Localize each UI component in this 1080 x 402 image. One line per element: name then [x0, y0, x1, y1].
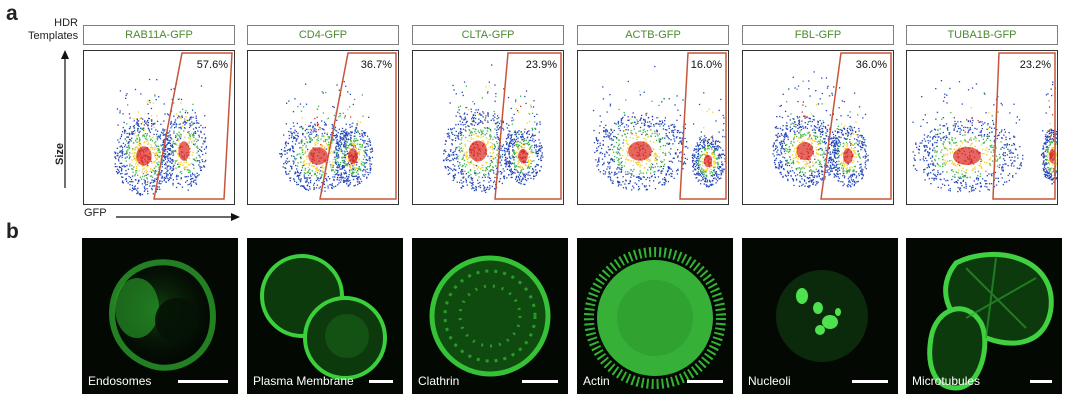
density-core: [136, 146, 152, 166]
scale-bar: [178, 380, 228, 383]
gfp-percent: 16.0%: [690, 59, 722, 71]
template-box-clta: CLTA-GFP: [412, 25, 564, 45]
micrograph-label: Endosomes: [88, 374, 152, 388]
density-plot: [592, 52, 727, 200]
x-axis-arrow: [116, 213, 240, 221]
gfp-gate: [153, 52, 233, 200]
event-dots: [912, 80, 1057, 193]
cell-image: [429, 255, 551, 377]
gfp-gate: [679, 52, 727, 200]
micrograph-nucleoli: Nucleoli: [742, 238, 898, 394]
event-dots: [592, 65, 726, 191]
density-core: [953, 146, 981, 166]
gfp-percent: 23.2%: [1019, 59, 1051, 71]
x-axis-label: GFP: [84, 207, 107, 219]
event-dots: [442, 64, 544, 193]
flow-plot-tuba1b: 23.2%: [906, 50, 1058, 205]
density-core: [468, 140, 488, 162]
y-axis-arrow: [61, 50, 69, 188]
density-plot: [442, 52, 562, 200]
micrograph-actin: Actin: [577, 238, 733, 394]
y-axis-label: Size: [54, 142, 66, 165]
scale-bar: [852, 380, 888, 383]
density-plot: [114, 52, 233, 200]
template-box-actb: ACTB-GFP: [577, 25, 729, 45]
gfp-gate: [992, 52, 1056, 200]
flow-plot-clta: 23.9%: [412, 50, 564, 205]
density-core: [348, 148, 358, 164]
panel-b-letter: b: [6, 220, 19, 243]
density-core: [843, 148, 853, 164]
panel-a-letter: a: [6, 2, 18, 25]
micrograph-label: Clathrin: [418, 374, 460, 388]
scale-bar: [369, 380, 393, 383]
micrograph-label: Plasma Membrane: [253, 374, 354, 388]
template-box-fbl: FBL-GFP: [742, 25, 894, 45]
density-plot: [279, 52, 397, 200]
density-core: [308, 147, 328, 165]
gfp-gate: [820, 52, 892, 200]
gfp-percent: 36.7%: [360, 59, 392, 71]
event-dots: [772, 71, 869, 189]
scale-bar: [522, 380, 558, 383]
micrograph-endosomes: Endosomes: [82, 238, 238, 394]
flow-plot-cd4: 36.7%: [247, 50, 399, 205]
scale-bar: [687, 380, 723, 383]
density-core: [628, 141, 652, 161]
event-dots: [114, 78, 208, 196]
scale-bar: [1030, 380, 1052, 383]
micrograph-microtubules: Microtubules: [906, 238, 1062, 394]
hdr-label-line2: Templates: [28, 30, 79, 42]
density-plot: [772, 52, 892, 200]
flow-plot-actb: 16.0%: [577, 50, 729, 205]
gfp-percent: 36.0%: [855, 59, 887, 71]
density-core: [1049, 149, 1055, 163]
cell-image: [584, 247, 726, 389]
hdr-label-line1: HDR: [54, 17, 78, 29]
density-plot: [912, 52, 1057, 200]
gfp-gate: [494, 52, 562, 200]
cell-image: [927, 251, 1054, 391]
micrograph-clathrin: Clathrin: [412, 238, 568, 394]
gfp-percent: 57.6%: [196, 59, 228, 71]
micrograph-label: Microtubules: [912, 374, 981, 388]
event-dots: [279, 81, 374, 192]
flow-plot-fbl: 36.0%: [742, 50, 894, 205]
density-core: [518, 149, 528, 163]
hdr-templates-label: HDR Templates: [28, 17, 78, 43]
cell-image: [776, 270, 868, 362]
micrograph-label: Nucleoli: [748, 374, 791, 388]
flow-plot-rab11a: 57.6%: [83, 50, 235, 205]
cell-image: [105, 255, 216, 371]
gfp-gate: [319, 52, 397, 200]
template-box-rab11a: RAB11A-GFP: [83, 25, 235, 45]
density-core: [796, 141, 814, 161]
micrograph-plasma-membrane: Plasma Membrane: [247, 238, 403, 394]
template-box-tuba1b: TUBA1B-GFP: [906, 25, 1058, 45]
micrograph-label: Actin: [583, 374, 610, 388]
gfp-percent: 23.9%: [525, 59, 557, 71]
cell-image: [260, 254, 387, 380]
density-core: [703, 154, 713, 168]
template-box-cd4: CD4-GFP: [247, 25, 399, 45]
density-core: [178, 141, 190, 161]
